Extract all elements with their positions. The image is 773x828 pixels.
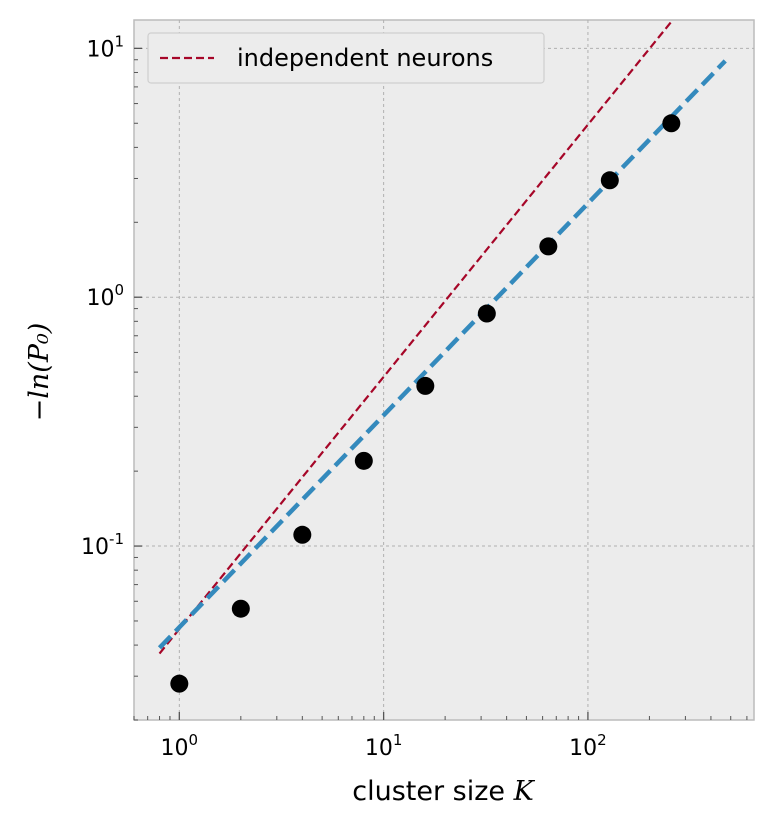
series-line-independent-neurons xyxy=(158,20,674,655)
series-line-fit-1 xyxy=(157,59,727,650)
data-point xyxy=(354,451,373,470)
x-axis-label: cluster size K xyxy=(352,776,535,807)
y-tick-labels: 10-1 100 101 xyxy=(81,32,124,560)
y-tick-label: 100 xyxy=(86,281,124,311)
major-ticks xyxy=(134,47,589,720)
y-tick-label: 101 xyxy=(86,32,124,62)
data-point xyxy=(293,525,312,544)
y-axis-label: −ln(P₀) xyxy=(24,323,55,422)
data-points xyxy=(170,114,681,693)
data-point xyxy=(170,674,189,693)
data-point xyxy=(539,237,558,256)
minor-ticks xyxy=(133,59,748,721)
x-tick-labels: 100 101 102 xyxy=(161,731,607,761)
legend-label-independent-neurons: independent neurons xyxy=(237,44,493,72)
x-tick-label: 102 xyxy=(569,731,607,761)
y-tick-label: 10-1 xyxy=(81,530,124,560)
data-point xyxy=(662,114,681,133)
data-point xyxy=(477,304,496,323)
series-layer xyxy=(157,20,727,655)
x-tick-label: 100 xyxy=(161,731,199,761)
data-point xyxy=(416,376,435,395)
data-point xyxy=(600,171,619,190)
data-point xyxy=(231,599,250,618)
x-tick-label: 101 xyxy=(365,731,403,761)
legend-box xyxy=(147,32,545,84)
legend: independent neurons xyxy=(147,32,545,84)
